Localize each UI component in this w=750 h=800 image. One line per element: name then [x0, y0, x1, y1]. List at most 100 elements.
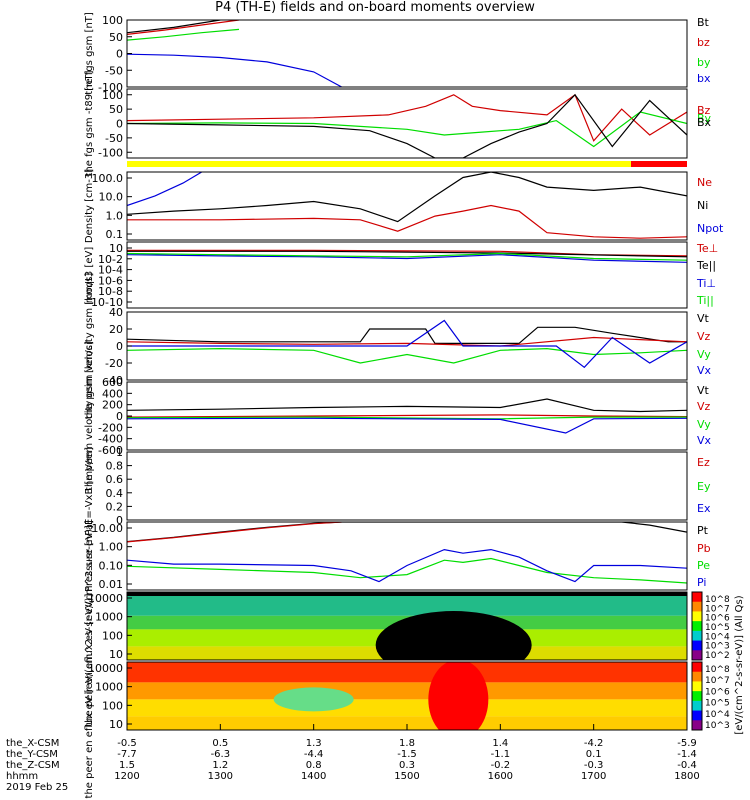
- y-tick-label: -20: [105, 357, 123, 370]
- legend-entry: Ti||: [696, 294, 714, 307]
- series-line-bz: [127, 93, 687, 142]
- spectrogram-band: [127, 716, 687, 730]
- y-tick-label: 0.10: [99, 559, 124, 572]
- y-tick-label: -40: [105, 374, 123, 387]
- legend-entry: Pi: [697, 576, 706, 589]
- series-line-vy: [127, 347, 687, 364]
- series-line-pt: [127, 522, 687, 543]
- panel-ylabel: the fgs gsm -t89 [nT]: [84, 70, 95, 176]
- legend-entry: Vy: [697, 348, 711, 361]
- legend-entry: Npot: [697, 222, 724, 235]
- colorbar-tick-label: 10^8: [705, 595, 730, 605]
- colorbar-segment: [692, 691, 702, 702]
- x-axis-value: -7.7: [117, 749, 137, 760]
- panel-ylabel: the peim velocity gsm [km/s]: [84, 273, 95, 420]
- panel-ylabel: the fgs gsm [nT]: [84, 12, 95, 95]
- legend-entry: Vx: [697, 434, 712, 447]
- x-axis-value: -0.5: [117, 738, 137, 749]
- x-axis-value: 1.8: [399, 738, 415, 749]
- x-axis-value: 1.4: [492, 738, 508, 749]
- x-axis-value: -0.4: [677, 760, 697, 771]
- y-tick-label: -50: [105, 132, 123, 145]
- status-bar-yellow: [127, 161, 631, 167]
- legend-entry: Vy: [697, 418, 711, 431]
- legend-entry: Pb: [697, 542, 711, 555]
- legend-entry: Vx: [697, 364, 712, 377]
- status-bar-red: [631, 161, 687, 167]
- legend-entry: Ey: [697, 480, 711, 493]
- legend-entry: Ne: [697, 176, 712, 189]
- legend-entry: by: [697, 56, 711, 69]
- x-axis-value: -0.3: [584, 760, 604, 771]
- panel-frame: [126, 241, 688, 309]
- y-tick-label: 0: [116, 48, 123, 61]
- legend-entry: Ti⊥: [696, 277, 716, 290]
- y-tick-label: 0: [116, 118, 123, 131]
- page-title: P4 (TH-E) fields and on-board moments ov…: [215, 0, 535, 15]
- series-line-ne: [127, 204, 687, 239]
- x-axis-value: -4.4: [304, 749, 324, 760]
- y-tick-label: 1000: [95, 611, 123, 624]
- series-line-pe: [127, 557, 687, 584]
- y-tick-label: -400: [98, 433, 123, 446]
- y-tick-label: 20: [109, 323, 123, 336]
- spectrogram-cool-region: [273, 687, 354, 712]
- legend-entry: By: [697, 112, 712, 125]
- legend-entry: Bt: [697, 16, 710, 29]
- x-axis-value: 1400: [301, 771, 326, 782]
- series-line-pi: [127, 548, 687, 583]
- y-tick-label: 1: [116, 446, 123, 459]
- x-axis-value: -5.9: [677, 738, 697, 749]
- y-tick-label: 0: [116, 514, 123, 527]
- panel-ylabel: Pressure [nPa]: [84, 520, 95, 592]
- spectrogram-band: [127, 662, 687, 683]
- panel-ylabel: the peem velocity gsm [km/s]: [84, 341, 95, 491]
- colorbar-segment: [692, 640, 702, 651]
- legend-entry: Pt: [697, 524, 709, 537]
- x-axis-value: 0.1: [586, 749, 602, 760]
- x-axis-row-label: the_Z-CSM: [6, 760, 60, 771]
- series-line-vt: [127, 398, 687, 413]
- series-line-ni: [127, 172, 687, 223]
- y-tick-label: 10-6: [98, 274, 123, 287]
- colorbar-segment: [692, 662, 702, 673]
- colorbar-tick-label: 10^4: [705, 632, 730, 642]
- series-line-vx: [127, 319, 687, 369]
- y-tick-label: 0.8: [106, 460, 124, 473]
- x-axis-value: -1.5: [397, 749, 417, 760]
- series-line-pb: [127, 522, 342, 543]
- y-tick-label: -100: [98, 146, 123, 159]
- y-tick-label: 600: [102, 376, 123, 389]
- panel-ylabel: the peir en eflux eV [eV/(cm^2-s-sr-eV)]: [84, 525, 95, 727]
- series-line-ti||: [127, 252, 687, 261]
- y-tick-label: 10000: [88, 662, 123, 675]
- y-tick-label: 10.00: [92, 522, 124, 535]
- colorbar-tick-label: 10^4: [705, 710, 730, 720]
- colorbar-segment: [692, 592, 702, 603]
- series-line-te||: [127, 250, 687, 258]
- y-tick-label: 10: [109, 718, 123, 731]
- legend-entry: Ni: [697, 199, 708, 212]
- y-tick-label: -50: [105, 64, 123, 77]
- x-axis-value: 1.2: [212, 760, 228, 771]
- y-tick-label: 10: [109, 648, 123, 661]
- series-line-bt: [127, 20, 221, 34]
- legend-entry: Ex: [697, 502, 711, 515]
- colorbar-segment: [692, 601, 702, 612]
- y-tick-label: 1.0: [106, 209, 124, 222]
- series-line-vx: [127, 417, 687, 434]
- panel-frame: [126, 521, 688, 591]
- x-axis-value: 0.8: [306, 760, 322, 771]
- x-axis-value: 1800: [674, 771, 699, 782]
- panel-ylabel: the peer en eflux eV [eV/(cm^2-s-sr-eV)]: [84, 593, 95, 798]
- colorbar-tick-label: 10^6: [705, 614, 730, 624]
- panel-ylabel: Density [cm-3]: [84, 169, 95, 243]
- y-tick-label: 40: [109, 306, 123, 319]
- colorbar-segment: [692, 611, 702, 622]
- y-tick-label: 1000: [95, 681, 123, 694]
- x-axis-value: -4.2: [584, 738, 604, 749]
- x-axis-row-label: the_X-CSM: [6, 738, 59, 749]
- colorbar-segment: [692, 621, 702, 632]
- colorbar-tick-label: 10^8: [705, 665, 730, 675]
- spectrogram-void: [375, 611, 532, 660]
